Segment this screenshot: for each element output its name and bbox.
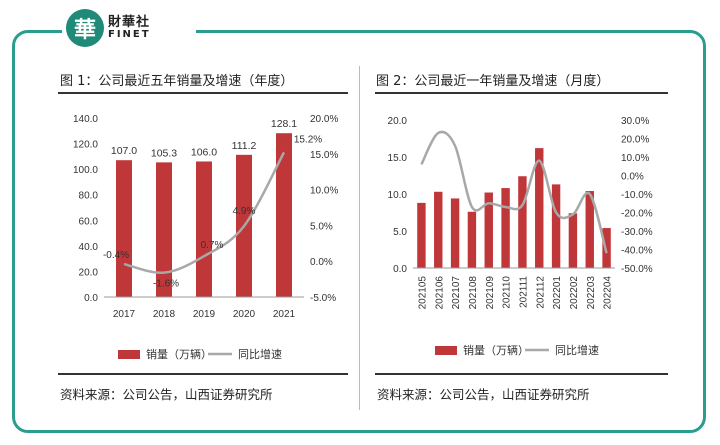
x-tick-label: 202111 <box>518 276 529 308</box>
legend-bar-swatch <box>435 346 457 355</box>
bar <box>501 188 510 268</box>
x-tick-label: 202109 <box>485 276 496 310</box>
bar <box>602 228 611 268</box>
bar <box>585 191 594 268</box>
y-left-tick-label: 15.0 <box>388 153 408 164</box>
bar-value-label: 111.2 <box>232 140 257 152</box>
bar <box>434 191 443 268</box>
bar <box>467 211 477 268</box>
chart2-source: 资料来源：公司公告，山西证券研究所 <box>377 387 590 402</box>
y-left-tick-label: 10.0 <box>388 190 408 201</box>
y-left-tick-label: 5.0 <box>393 227 407 238</box>
bar <box>518 176 527 268</box>
bar <box>417 202 426 268</box>
y-right-tick-label: -5.0% <box>310 293 336 304</box>
brand-name-cn: 財華社 <box>108 14 151 30</box>
y-left-tick-label: 0.0 <box>393 264 407 275</box>
y-right-tick-label: -10.0% <box>621 190 653 201</box>
chart1-top-rule <box>58 92 348 94</box>
y-right-tick-label: 15.0% <box>310 150 338 161</box>
x-tick-label: 202106 <box>434 276 445 310</box>
x-tick-label: 2017 <box>113 309 136 320</box>
y-right-tick-label: 10.0% <box>310 186 338 197</box>
y-left-tick-label: 0.0 <box>84 293 98 304</box>
x-tick-label: 202108 <box>468 276 479 310</box>
bar <box>196 161 212 297</box>
y-right-tick-label: -40.0% <box>621 246 653 257</box>
chart2-title: 图 2：公司最近一年销量及增速（月度） <box>376 74 610 89</box>
line-value-label: 0.7% <box>201 240 224 251</box>
x-tick-label: 202203 <box>586 276 597 310</box>
growth-line <box>420 130 608 254</box>
growth-line <box>123 151 286 274</box>
x-tick-label: 202204 <box>603 276 614 310</box>
bar-value-label: 128.1 <box>271 118 297 130</box>
chart2-top-rule <box>375 92 668 94</box>
x-tick-label: 2021 <box>273 309 296 320</box>
x-tick-label: 2019 <box>193 309 216 320</box>
x-tick-label: 2018 <box>153 309 176 320</box>
chart1-title: 图 1：公司最近五年销量及增速（年度） <box>60 74 294 89</box>
y-right-tick-label: -20.0% <box>621 209 653 220</box>
y-left-tick-label: 20.0 <box>79 267 99 278</box>
y-right-tick-label: -50.0% <box>621 264 653 275</box>
line-value-label: -0.4% <box>103 250 129 261</box>
y-left-tick-label: 80.0 <box>79 191 99 202</box>
y-left-tick-label: 20.0 <box>388 116 408 127</box>
bar <box>116 160 132 297</box>
bar <box>535 148 544 268</box>
x-tick-label: 2020 <box>233 309 256 320</box>
bar-value-label: 105.3 <box>151 147 177 159</box>
x-tick-label: 202112 <box>535 276 546 309</box>
x-tick-label: 202105 <box>417 276 428 310</box>
x-tick-label: 202110 <box>502 276 513 309</box>
panel-divider <box>359 66 360 410</box>
y-left-tick-label: 60.0 <box>79 216 99 227</box>
y-right-tick-label: 0.0% <box>621 172 644 183</box>
x-tick-label: 202202 <box>569 276 580 310</box>
x-tick-label: 202201 <box>552 276 563 310</box>
y-right-tick-label: 30.0% <box>621 116 649 127</box>
brand-name-en: FINET <box>108 28 151 40</box>
y-right-tick-label: 20.0% <box>621 135 649 146</box>
bar-value-label: 106.0 <box>191 146 217 158</box>
y-left-tick-label: 40.0 <box>79 242 99 253</box>
y-right-tick-label: 5.0% <box>310 221 333 232</box>
legend-line-label: 同比增速 <box>555 343 599 357</box>
bar <box>276 133 292 297</box>
brand-logo: 華 財華社 FINET <box>62 6 196 50</box>
chart1-source: 资料来源：公司公告，山西证券研究所 <box>60 387 273 402</box>
y-left-tick-label: 140.0 <box>73 114 98 125</box>
line-value-label: 4.9% <box>233 206 256 217</box>
bar <box>568 213 578 268</box>
y-right-tick-label: 20.0% <box>310 114 338 125</box>
line-value-label: -1.6% <box>153 279 179 290</box>
y-left-tick-label: 120.0 <box>73 140 98 151</box>
legend-bar-label: 销量（万辆） <box>146 347 212 361</box>
chart2: 0.0 5.0 10.0 15.0 20.0 -50.0% -40.0% -30.0% -20.… <box>388 116 653 357</box>
bar <box>156 162 172 297</box>
line-value-label: 15.2% <box>294 134 322 145</box>
legend-bar-label: 销量（万辆） <box>463 343 529 357</box>
chart2-bottom-rule <box>375 373 668 375</box>
bar-value-label: 107.0 <box>111 145 137 157</box>
legend-line-label: 同比增速 <box>238 347 282 361</box>
chart1: 0.0 20.0 40.0 60.0 80.0 100.0 120.0 140.0 -5.0% 0… <box>73 114 338 361</box>
y-left-tick-label: 100.0 <box>73 165 98 176</box>
brand-logo-icon: 華 <box>66 9 104 47</box>
y-right-tick-label: 0.0% <box>310 257 333 268</box>
x-tick-label: 202107 <box>451 276 462 310</box>
y-right-tick-label: 10.0% <box>621 153 649 164</box>
y-right-tick-label: -30.0% <box>621 227 653 238</box>
chart1-bottom-rule <box>58 373 348 375</box>
bar <box>551 184 561 268</box>
bar <box>450 198 460 268</box>
legend-bar-swatch <box>118 350 140 359</box>
bar <box>484 192 493 268</box>
